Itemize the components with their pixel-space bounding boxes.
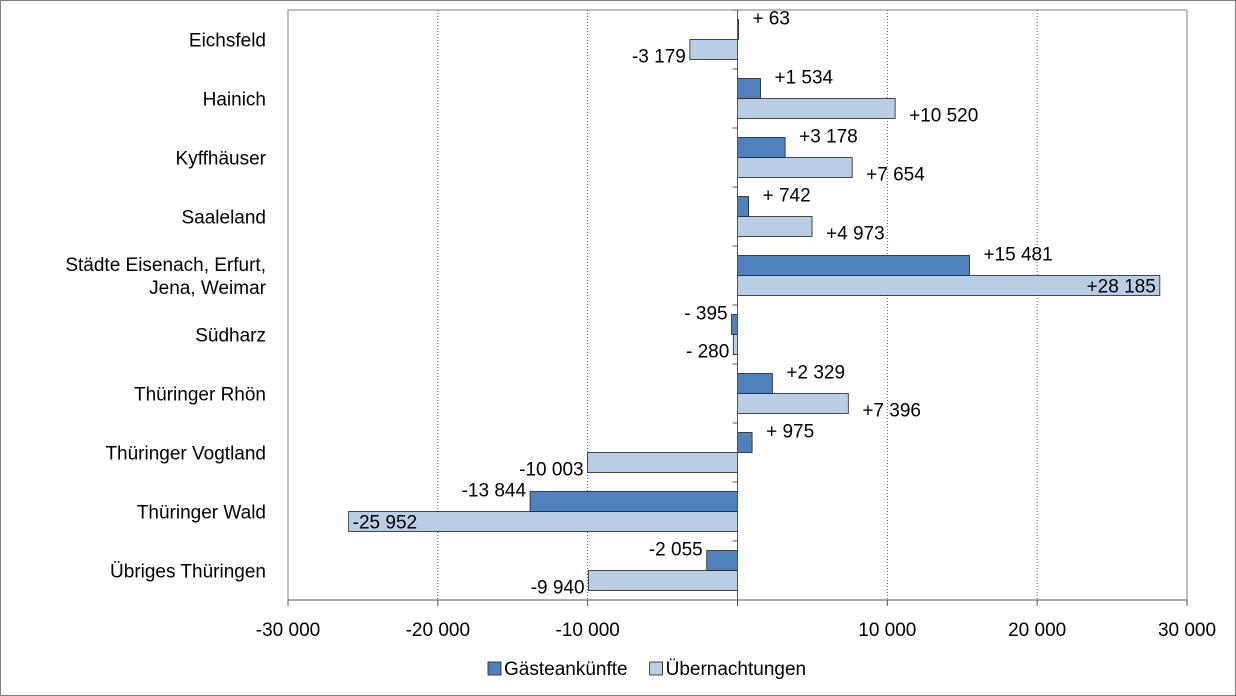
data-label: + 975 — [766, 422, 814, 443]
data-label: -10 003 — [519, 460, 583, 481]
data-label: - 395 — [684, 304, 727, 325]
bar-gaesteankuenfte — [737, 255, 970, 276]
data-label: -9 940 — [531, 578, 585, 599]
category-label: Thüringer Vogtland — [105, 444, 266, 465]
x-tick-label: -30 000 — [256, 620, 320, 641]
x-tick-label: 20 000 — [1008, 620, 1066, 641]
bar-gaesteankuenfte — [529, 491, 738, 512]
data-label: +3 178 — [799, 127, 858, 148]
bar-uebernachtungen — [587, 452, 738, 473]
category-label: Städte Eisenach, Erfurt, — [65, 255, 266, 276]
bar-uebernachtungen — [588, 570, 738, 591]
category-label: Jena, Weimar — [149, 278, 267, 299]
category-label: Saaleland — [181, 208, 266, 229]
category-label: Hainich — [203, 90, 266, 111]
data-label: -2 055 — [649, 540, 703, 561]
data-label: +10 520 — [909, 106, 978, 127]
category-label: Thüringer Wald — [137, 503, 266, 524]
data-label: + 742 — [763, 186, 811, 207]
legend-swatch — [487, 661, 502, 676]
bar-gaesteankuenfte — [737, 373, 773, 394]
bar-uebernachtungen — [737, 393, 849, 414]
data-label: +15 481 — [983, 245, 1052, 266]
bar-gaesteankuenfte — [737, 78, 761, 99]
data-label: +4 973 — [826, 224, 885, 245]
x-tick-label: -20 000 — [406, 620, 470, 641]
data-label: + 63 — [752, 9, 790, 30]
data-label: +7 654 — [866, 165, 925, 186]
legend-swatch — [649, 661, 663, 676]
category-label: Eichsfeld — [189, 31, 266, 52]
category-label: Übriges Thüringen — [110, 562, 266, 583]
data-label: -13 844 — [462, 481, 527, 502]
category-label: Kyffhäuser — [176, 149, 267, 170]
bar-gaesteankuenfte — [737, 196, 750, 217]
legend-label: Gästeankünfte — [504, 659, 628, 680]
data-label: -25 952 — [353, 513, 417, 534]
data-label: +2 329 — [786, 363, 845, 384]
data-label: +7 396 — [862, 401, 921, 422]
x-tick-label: 30 000 — [1158, 620, 1216, 641]
legend: Gästeankünfte Übernachtungen — [487, 659, 807, 680]
legend-label: Übernachtungen — [666, 659, 807, 680]
data-label: -3 179 — [632, 47, 686, 68]
bar-gaesteankuenfte — [737, 432, 753, 453]
bar-uebernachtungen — [732, 334, 738, 355]
value-axis: -30 000 -20 000 -10 000 10 000 20 000 30 000 — [256, 599, 1216, 641]
bar-gaesteankuenfte — [706, 550, 738, 571]
x-tick-label: 10 000 — [858, 620, 916, 641]
data-label: +28 185 — [1087, 277, 1156, 298]
category-label: Thüringer Rhön — [134, 385, 266, 406]
bar-uebernachtungen — [737, 98, 896, 119]
bar-uebernachtungen — [737, 157, 853, 178]
data-label: - 280 — [686, 342, 729, 363]
bar-gaesteankuenfte — [737, 137, 786, 158]
data-label: +1 534 — [774, 68, 833, 89]
plot-area: + 63 -3 179 +1 534 +10 520 +3 178 +7 654 + 742… — [287, 9, 1188, 601]
bar-gaesteankuenfte — [731, 314, 738, 335]
category-label: Südharz — [195, 326, 266, 347]
x-tick-label: -10 000 — [555, 620, 619, 641]
category-axis: Eichsfeld Hainich Kyffhäuser Saaleland Städt… — [65, 31, 266, 583]
bar-uebernachtungen — [737, 216, 813, 237]
bar-uebernachtungen — [689, 39, 738, 60]
